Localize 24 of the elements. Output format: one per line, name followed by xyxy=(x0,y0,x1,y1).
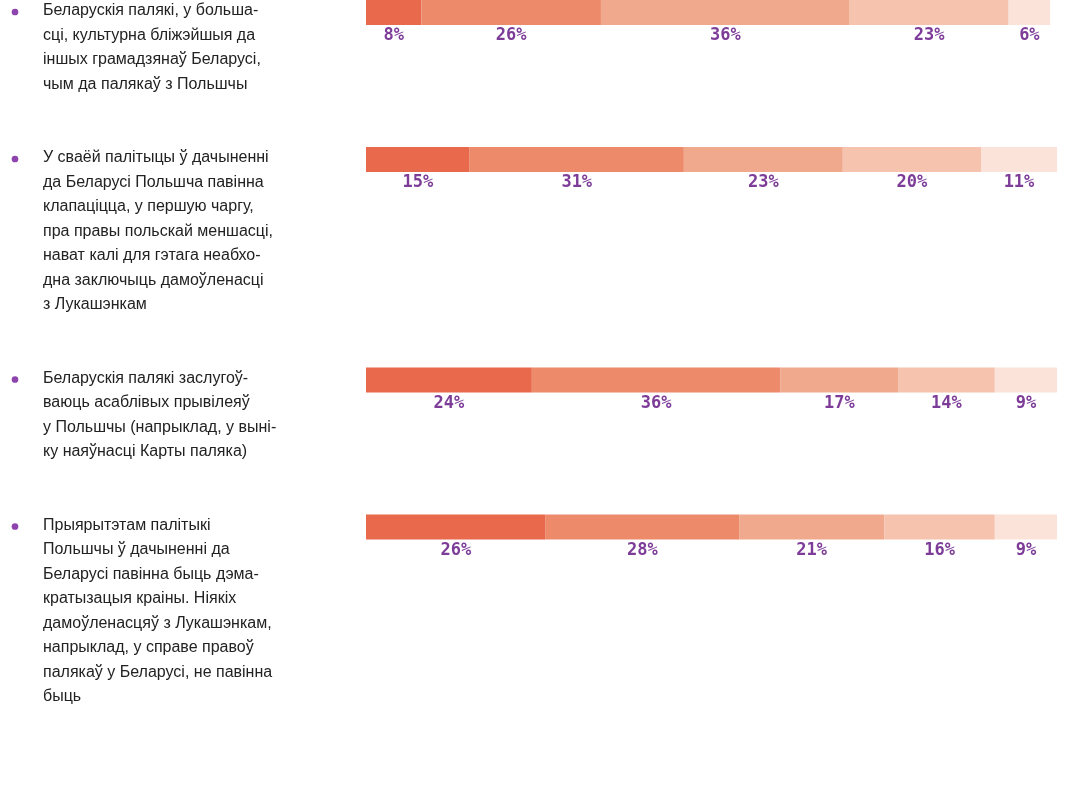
data-label: 11% xyxy=(1003,171,1036,191)
y-tick-label: Беларускія палякі заслугоў- ваюць асаблівых прывілеяў у Польшчы (напрыклад, у вынi- ку наяўнасці Карты паляка) xyxy=(43,368,277,459)
data-label: 14% xyxy=(931,391,963,412)
data-label: 6% xyxy=(1019,24,1041,44)
data-label: 8% xyxy=(383,24,405,44)
data-label: 24% xyxy=(433,391,466,412)
data-label: 28% xyxy=(627,538,659,559)
data-label: 17% xyxy=(823,391,856,412)
data-label: 16% xyxy=(924,538,956,559)
data-label: 23% xyxy=(747,171,780,191)
data-label: 9% xyxy=(1015,538,1037,559)
data-label: 20% xyxy=(896,171,928,191)
data-label: 36% xyxy=(709,24,742,44)
y-tick-label: Беларускія палякі, у больша- сці, культурна бліжэйшыя да іншых грамадзянаў Беларусі, чым да палякаў з Польшчы xyxy=(43,1,261,92)
data-label: 26% xyxy=(440,538,472,559)
data-label: 9% xyxy=(1015,391,1037,412)
data-label: 21% xyxy=(796,538,828,559)
data-label: 26% xyxy=(495,24,528,44)
data-label: 31% xyxy=(561,171,593,191)
data-label: 15% xyxy=(402,171,434,191)
data-label: 36% xyxy=(640,391,673,412)
data-label: 23% xyxy=(913,24,946,44)
y-tick-label: Прыярытэтам палітыкі Польшчы ў дачыненні да Беларусі павінна быць дэма- кратызацыя краіны. Ніякіх дамоўленасцяў з Лукашэнкам, напрыклад, у справе правоў палякаў у Беларусі, не павінна быць xyxy=(43,515,273,704)
y-tick-label: У сваёй палітыцы ў дачыненні да Беларусі Польшча павінна клапаціцца, у першую чаргу, пра правы польскай меншасці, нават калі для гэтага неабхо- дна заключыць дамоўленасці з Лукашэнкам xyxy=(43,148,273,312)
